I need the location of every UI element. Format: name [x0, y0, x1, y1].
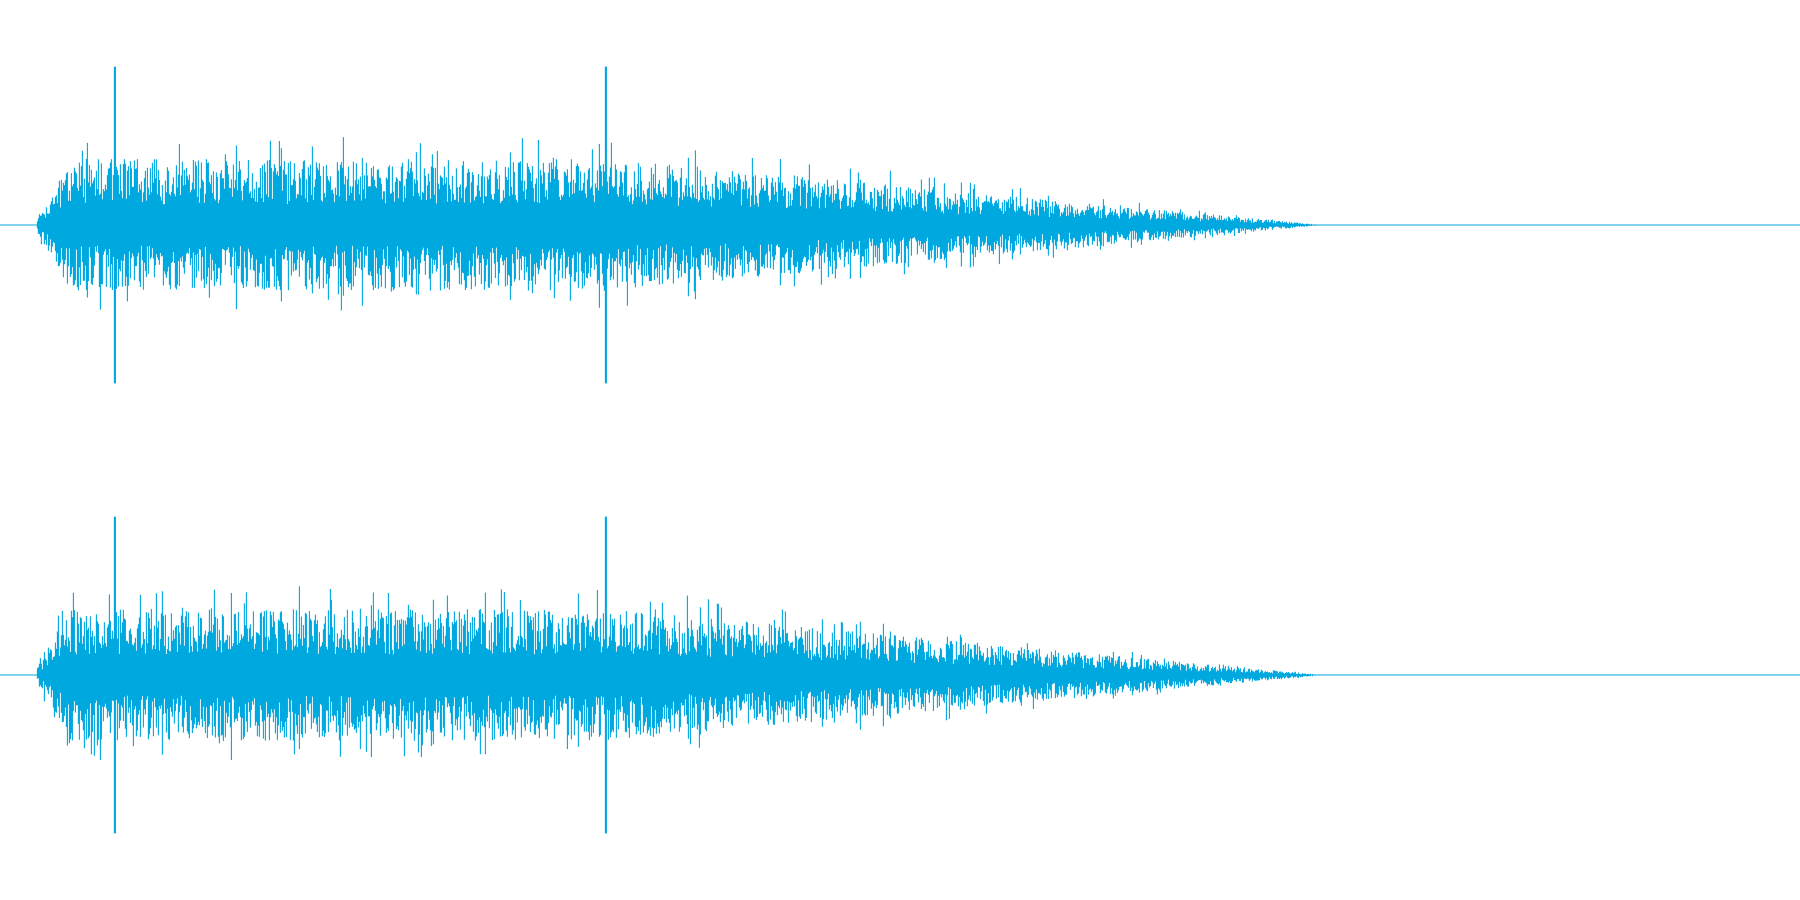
waveform-channel — [36, 66, 1318, 384]
waveform-channel — [36, 516, 1318, 834]
